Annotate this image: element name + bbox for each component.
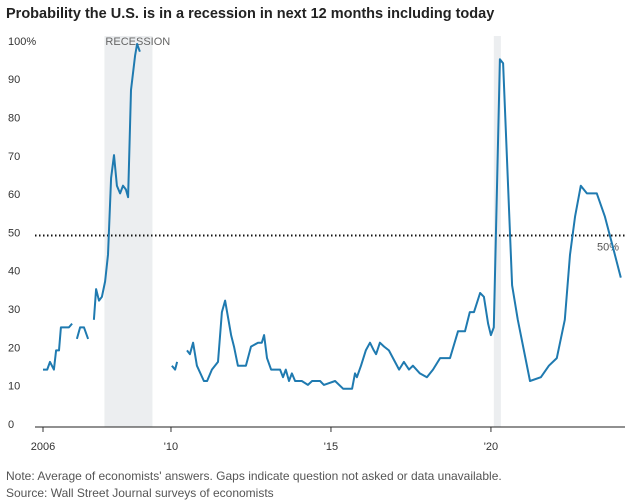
y-tick-label: 80 xyxy=(8,113,20,125)
x-tick-label: '10 xyxy=(164,441,178,453)
y-tick-label: 50 xyxy=(8,227,20,239)
y-tick-label: 10 xyxy=(8,381,20,393)
chart-source: Source: Wall Street Journal surveys of e… xyxy=(6,486,274,500)
y-tick-label: 0 xyxy=(8,419,14,431)
y-tick-label: 40 xyxy=(8,266,20,278)
x-tick-label: '15 xyxy=(324,441,338,453)
x-tick-label: '20 xyxy=(484,441,498,453)
y-tick-label: 30 xyxy=(8,304,20,316)
y-tick-label: 100% xyxy=(8,36,36,48)
recession-band xyxy=(493,36,501,427)
chart-title: Probability the U.S. is in a recession i… xyxy=(6,6,494,22)
recession-label: RECESSION xyxy=(105,36,170,48)
y-tick-label: 20 xyxy=(8,342,20,354)
x-tick-label: 2006 xyxy=(31,441,55,453)
y-tick-label: 70 xyxy=(8,151,20,163)
reference-label: 50% xyxy=(597,241,619,253)
y-tick-label: 90 xyxy=(8,74,20,86)
y-tick-label: 60 xyxy=(8,189,20,201)
recession-band xyxy=(104,36,153,427)
chart-note: Note: Average of economists' answers. Ga… xyxy=(6,469,502,483)
data-line xyxy=(43,43,622,390)
